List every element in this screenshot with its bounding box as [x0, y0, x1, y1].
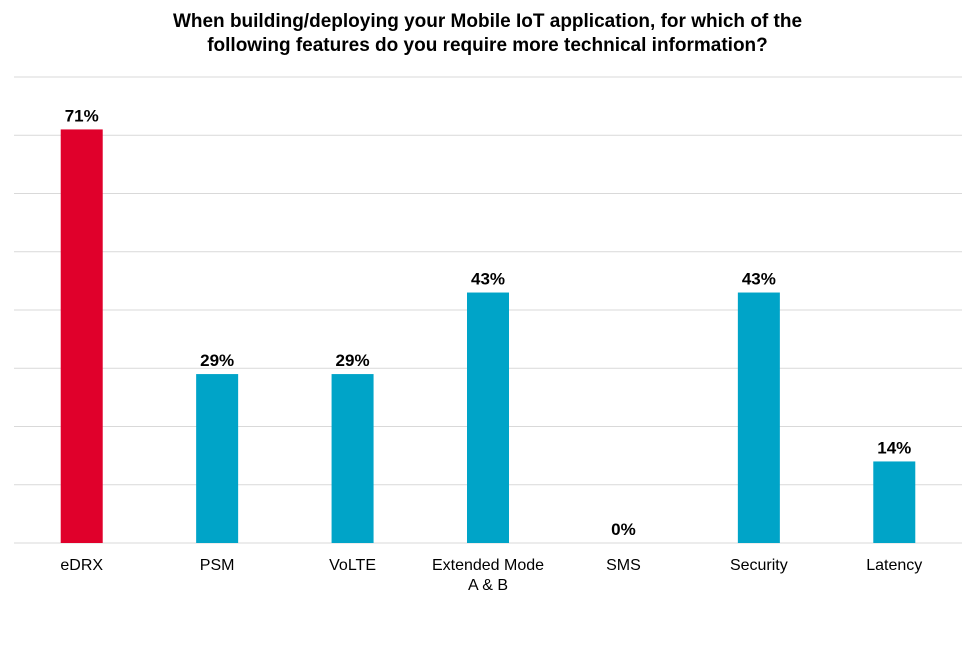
data-label: 71% — [65, 106, 99, 125]
data-label: 43% — [742, 270, 776, 289]
data-label: 0% — [611, 520, 636, 539]
category-label: Latency — [866, 557, 922, 574]
category-label: Security — [730, 557, 788, 574]
chart-title-line-1: When building/deploying your Mobile IoT … — [172, 11, 803, 32]
chart-title: When building/deploying your Mobile IoT … — [0, 10, 975, 58]
bar — [737, 292, 780, 543]
category-label: PSM — [200, 557, 235, 574]
bar — [331, 374, 374, 543]
bar — [873, 461, 916, 543]
bar — [60, 129, 103, 544]
bar — [467, 292, 509, 543]
bar — [196, 374, 239, 543]
category-label: VoLTE — [329, 557, 376, 574]
category-label: eDRX — [60, 557, 103, 574]
data-label: 43% — [471, 270, 505, 289]
chart-title-line-2: following features do you require more t… — [207, 35, 768, 56]
category-label: SMS — [606, 557, 641, 574]
data-label: 14% — [877, 438, 911, 457]
data-label: 29% — [200, 351, 234, 370]
category-label: A & B — [468, 577, 508, 594]
data-label: 29% — [336, 351, 370, 370]
category-label: Extended Mode — [432, 557, 544, 574]
